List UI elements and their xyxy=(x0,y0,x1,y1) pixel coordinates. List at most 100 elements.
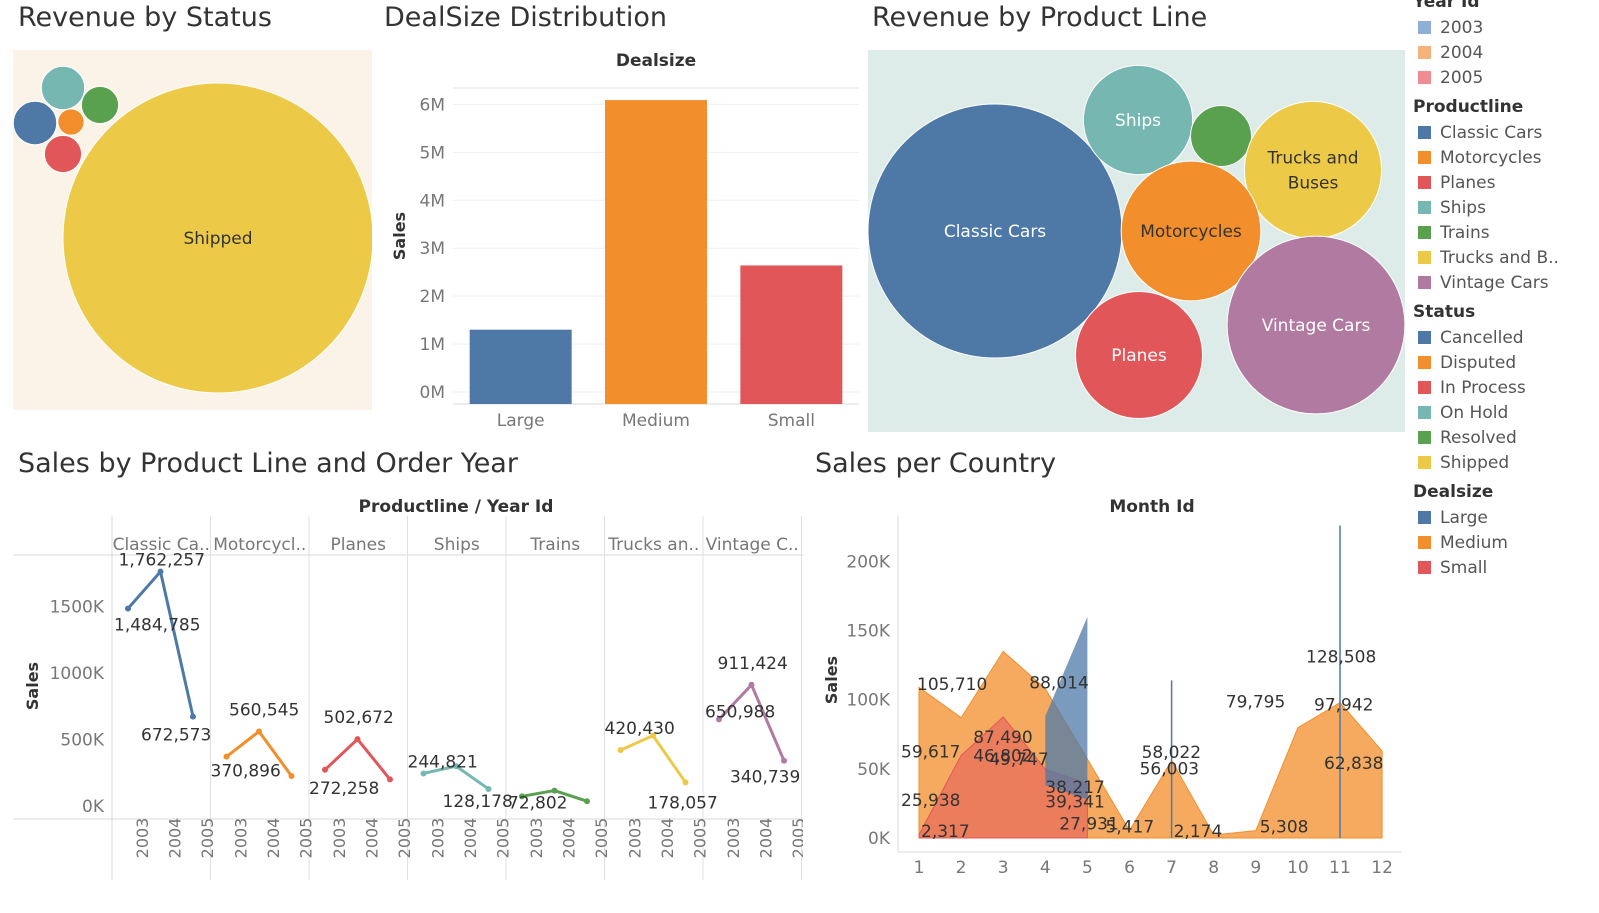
series-line-6 xyxy=(717,682,786,762)
dealsize-chart-title: DealSize Distribution xyxy=(384,2,667,33)
x-tick-label: 2004 xyxy=(363,818,382,859)
pane-header: Planes xyxy=(331,535,387,555)
bubble-label: Trucks and xyxy=(1266,149,1358,169)
data-label: 1,762,257 xyxy=(119,551,206,571)
legend-label: Small xyxy=(1440,558,1488,578)
legend-label: 2003 xyxy=(1440,18,1484,38)
bubble-vintage-cars xyxy=(1226,235,1405,415)
bubble-label: Buses xyxy=(1288,174,1339,194)
bubble-label: Ships xyxy=(1115,111,1161,131)
series-point xyxy=(485,785,492,792)
legend-item[interactable]: Medium xyxy=(1413,531,1593,556)
y-tick-label: 150K xyxy=(846,622,890,642)
bubble-label: Planes xyxy=(1111,346,1167,366)
legend-item[interactable]: Trucks and B.. xyxy=(1413,246,1593,271)
data-label: 46,802 xyxy=(973,746,1032,766)
series-point xyxy=(322,766,328,773)
x-tick-label: 2003 xyxy=(527,818,546,859)
legend-item[interactable]: Disputed xyxy=(1413,351,1593,376)
legend-item[interactable]: Resolved xyxy=(1413,426,1593,451)
x-tick-label: Small xyxy=(768,411,815,431)
series-point xyxy=(519,793,525,800)
data-label: 2,317 xyxy=(921,822,970,842)
legend-label: 2004 xyxy=(1440,43,1484,63)
bubble-disputed xyxy=(57,108,85,136)
series-point xyxy=(682,779,689,786)
legend-title: Status xyxy=(1413,302,1476,322)
legend-label: Planes xyxy=(1440,173,1496,193)
y-tick-label: 100K xyxy=(846,691,890,711)
legend-item[interactable]: Ships xyxy=(1413,196,1593,221)
legend-swatch xyxy=(1418,331,1431,344)
legend-item[interactable]: Large xyxy=(1413,506,1593,531)
x-tick-label: 2005 xyxy=(691,818,710,859)
x-tick-label: 5 xyxy=(1082,858,1093,878)
legend-item[interactable]: In Process xyxy=(1413,376,1593,401)
x-tick-label: 2003 xyxy=(626,818,645,859)
data-label: 79,795 xyxy=(1226,693,1285,713)
data-label: 58,022 xyxy=(1142,743,1201,763)
legend-item[interactable]: Vintage Cars xyxy=(1413,271,1593,296)
legend-item[interactable]: Motorcycles xyxy=(1413,146,1593,171)
series-point xyxy=(453,763,459,770)
legend-item[interactable]: 2005 xyxy=(1413,66,1593,91)
data-label: 105,710 xyxy=(917,675,987,695)
legend-label: On Hold xyxy=(1440,403,1509,423)
x-tick-label: 2003 xyxy=(429,818,448,859)
legend-label: Vintage Cars xyxy=(1440,273,1549,293)
legend-title: Year Id xyxy=(1413,0,1480,12)
legend-item[interactable]: Trains xyxy=(1413,221,1593,246)
data-label: 27,931 xyxy=(1059,814,1118,834)
series-point xyxy=(223,753,230,760)
productline-bubble-chart: Classic Cars Ships Trucks and Buses Motorcyc… xyxy=(868,50,1405,432)
x-tick-label: 2003 xyxy=(330,818,349,859)
y-tick-label: 500K xyxy=(60,731,104,751)
x-tick-label: 9 xyxy=(1250,858,1261,878)
productline-chart-title: Revenue by Product Line xyxy=(872,2,1208,33)
x-tick-label: 2 xyxy=(956,858,967,878)
legend-item[interactable]: Classic Cars xyxy=(1413,121,1593,146)
x-tick-label: 2004 xyxy=(757,818,776,859)
x-tick-label: 2004 xyxy=(461,818,480,859)
legend-item[interactable]: Planes xyxy=(1413,171,1593,196)
legend-item[interactable]: 2003 xyxy=(1413,16,1593,41)
series-point xyxy=(617,747,624,754)
pane-header: Motorcycl.. xyxy=(213,535,306,555)
bubble-trucks-and-buses xyxy=(1243,100,1383,240)
legend-swatch xyxy=(1418,71,1431,84)
x-tick-label: 2004 xyxy=(166,818,185,859)
series-point xyxy=(420,770,427,777)
y-axis-title: Sales xyxy=(822,656,841,704)
data-label: 650,988 xyxy=(705,702,775,722)
legend-item[interactable]: Shipped xyxy=(1413,451,1593,476)
series-point xyxy=(190,713,196,720)
x-tick-label: 2005 xyxy=(297,818,316,859)
x-tick-label: 2003 xyxy=(724,818,743,859)
legend-swatch xyxy=(1418,46,1431,59)
legend-swatch xyxy=(1418,226,1431,239)
pane-header: Classic Ca.. xyxy=(113,535,210,555)
x-tick-label: 2004 xyxy=(658,818,677,859)
legend-item[interactable]: On Hold xyxy=(1413,401,1593,426)
legend-item[interactable]: 2004 xyxy=(1413,41,1593,66)
series-line-2 xyxy=(323,736,392,781)
pane-header: Trains xyxy=(529,535,580,555)
legend-label: Ships xyxy=(1440,198,1486,218)
legend-swatch xyxy=(1418,561,1431,574)
y-tick-label: 1M xyxy=(420,335,445,355)
series-point xyxy=(781,757,787,764)
legend-label: Resolved xyxy=(1440,428,1517,448)
legend-label: Medium xyxy=(1440,533,1508,553)
legend-title: Productline xyxy=(1413,97,1524,117)
data-label: 502,672 xyxy=(324,708,394,728)
y-tick-label: 1500K xyxy=(50,598,105,618)
data-label: 62,838 xyxy=(1324,754,1383,774)
data-label: 87,490 xyxy=(973,728,1032,748)
bubble-trains xyxy=(1190,105,1252,167)
legend-item[interactable]: Small xyxy=(1413,556,1593,581)
x-tick-label: Large xyxy=(497,411,545,431)
legend-label: In Process xyxy=(1440,378,1526,398)
y-tick-label: 2M xyxy=(420,287,445,307)
legend-item[interactable]: Cancelled xyxy=(1413,326,1593,351)
x-tick-label: 2005 xyxy=(395,818,414,859)
